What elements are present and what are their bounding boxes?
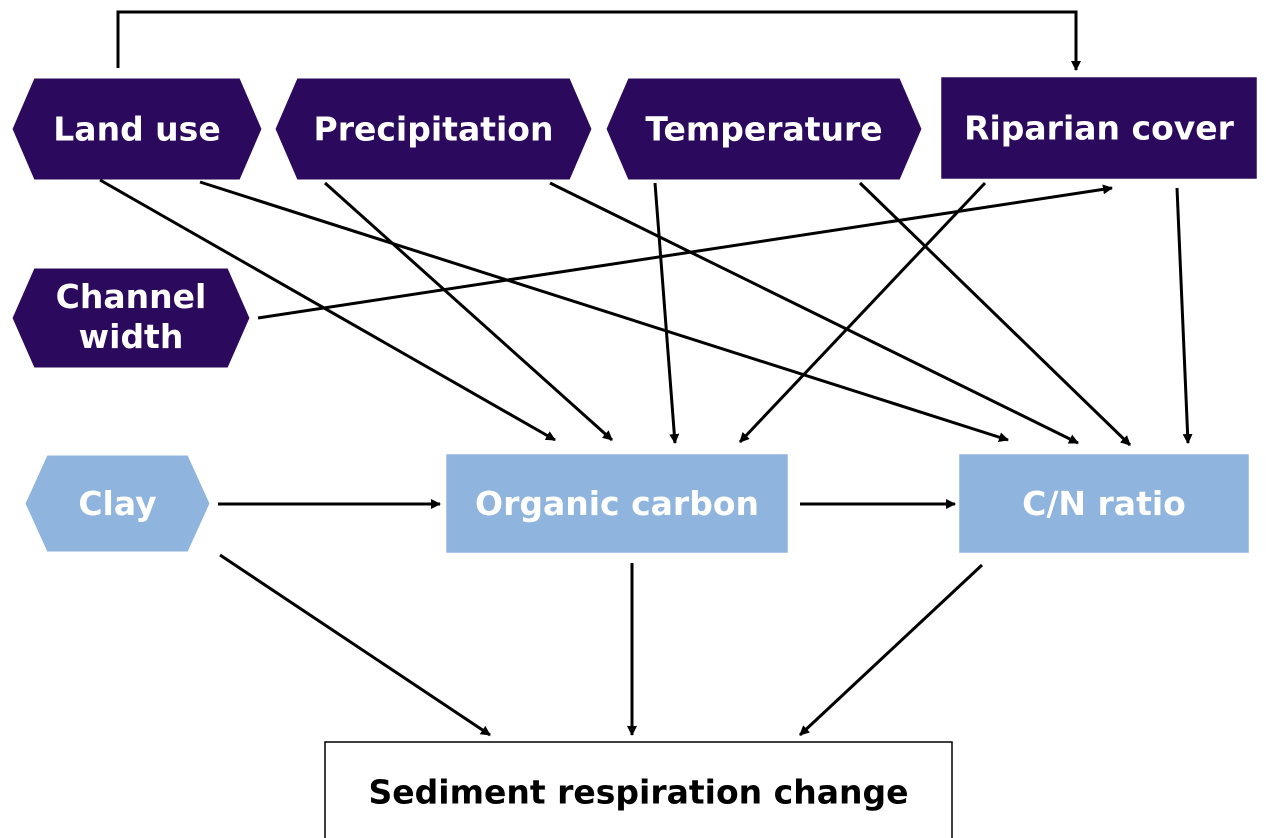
node-shape bbox=[941, 77, 1257, 179]
node-shape bbox=[959, 454, 1249, 553]
arrow bbox=[323, 181, 614, 442]
node-label-line: Channel bbox=[56, 277, 207, 316]
node-shape bbox=[274, 77, 593, 181]
node-label: Channel width bbox=[56, 277, 207, 356]
nodes: Land use Precipitation Temperature Riparian… bbox=[11, 77, 1257, 838]
arrow bbox=[738, 181, 987, 444]
node-label: Riparian cover bbox=[964, 109, 1235, 148]
arrow bbox=[219, 553, 491, 737]
node-label-line: width bbox=[79, 317, 184, 356]
node-label: Organic carbon bbox=[475, 484, 759, 523]
node-label: C/N ratio bbox=[1022, 484, 1186, 523]
node-label: Precipitation bbox=[314, 110, 554, 149]
edges bbox=[99, 10, 1193, 737]
node-shape bbox=[605, 77, 923, 181]
arrow bbox=[653, 182, 680, 444]
node-label: Clay bbox=[78, 484, 156, 523]
arrow bbox=[257, 184, 1113, 320]
node-label: Land use bbox=[53, 110, 220, 149]
arrow bbox=[116, 10, 1081, 71]
node-label: Temperature bbox=[645, 110, 882, 149]
arrow bbox=[199, 180, 1009, 443]
node-shape bbox=[324, 741, 953, 838]
arrow bbox=[1175, 187, 1193, 444]
arrow bbox=[549, 181, 1079, 445]
node-shape bbox=[11, 267, 251, 369]
node-shape bbox=[446, 454, 788, 553]
node-shape bbox=[11, 77, 263, 181]
arrow bbox=[798, 563, 984, 737]
node-label: Sediment respiration change bbox=[369, 773, 909, 812]
arrow bbox=[99, 178, 556, 442]
arrow bbox=[858, 181, 1132, 447]
node-shape bbox=[24, 454, 211, 553]
